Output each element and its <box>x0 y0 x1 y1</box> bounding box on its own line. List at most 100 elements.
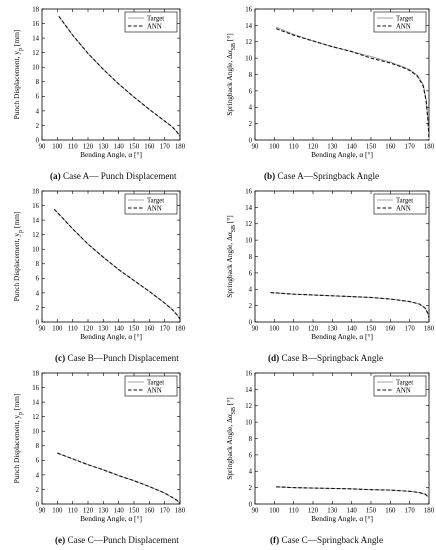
x-tick-label: 110 <box>289 144 300 151</box>
y-tick-label: 16 <box>32 385 39 392</box>
x-tick-label: 110 <box>68 144 79 151</box>
x-tick-label: 160 <box>144 508 155 515</box>
x-tick-label: 130 <box>327 326 338 333</box>
y-tick-label: 12 <box>245 39 252 46</box>
x-tick-label: 180 <box>424 508 435 515</box>
y-tick-label: 6 <box>36 94 40 101</box>
y-tick-label: 10 <box>32 247 39 254</box>
x-tick-label: 140 <box>347 508 358 515</box>
caption-text: Case C—Springback Angle <box>281 535 384 545</box>
x-tick-label: 110 <box>289 508 300 515</box>
y-tick-label: 16 <box>245 370 252 377</box>
x-tick-label: 180 <box>175 144 186 151</box>
y-tick-label: 4 <box>249 287 253 294</box>
legend-label: ANN <box>147 24 162 31</box>
y-tick-label: 12 <box>32 50 39 57</box>
y-tick-label: 6 <box>36 458 40 465</box>
x-tick-label: 90 <box>39 508 46 515</box>
y-tick-label: 18 <box>32 370 39 377</box>
y-axis-label: Springback Angle, ΔαSB [°] <box>225 33 237 116</box>
x-axis-label: Bending Angle, α [°] <box>311 332 373 341</box>
x-tick-label: 110 <box>289 326 300 333</box>
chart-panel: 90 100 110 120 130 140 150 160 170 180 0 2 4 6 8 10 12 14… <box>12 6 186 159</box>
y-tick-label: 4 <box>36 290 40 297</box>
x-axis-label: Bending Angle, α [°] <box>311 150 373 159</box>
series-line-target <box>276 26 430 141</box>
plot-frame <box>41 190 181 323</box>
x-tick-label: 120 <box>308 508 319 515</box>
legend-label: Target <box>147 380 164 387</box>
x-tick-label: 150 <box>129 144 140 151</box>
y-axis-label: Punch Displacement, yp [mm] <box>12 394 24 484</box>
y-tick-label: 8 <box>249 436 253 443</box>
series-line-ann <box>53 208 181 320</box>
y-tick-label: 8 <box>36 261 40 268</box>
y-tick-label: 6 <box>36 276 40 283</box>
x-tick-label: 90 <box>252 144 259 151</box>
y-tick-label: 4 <box>36 472 40 479</box>
x-tick-label: 150 <box>366 326 377 333</box>
x-axis-label: Bending Angle, α [°] <box>80 332 142 341</box>
x-tick-label: 130 <box>327 508 338 515</box>
x-tick-label: 170 <box>160 508 171 515</box>
x-tick-label: 100 <box>269 326 280 333</box>
x-tick-label: 170 <box>160 144 171 151</box>
y-tick-label: 18 <box>32 188 39 195</box>
y-axis-label: Punch Displacement, yp [mm] <box>12 30 24 120</box>
x-tick-label: 90 <box>252 508 259 515</box>
y-tick-label: 4 <box>249 469 253 476</box>
y-tick-label: 10 <box>32 65 39 72</box>
series-line-ann <box>276 28 430 141</box>
x-tick-label: 160 <box>385 144 396 151</box>
y-tick-label: 2 <box>36 487 40 494</box>
y-tick-label: 12 <box>245 221 252 228</box>
y-tick-label: 0 <box>249 137 253 144</box>
x-tick-label: 140 <box>114 144 125 151</box>
chart-panel: 90 100 110 120 130 140 150 160 170 180 0 2 4 6 8 10 12 14… <box>225 370 435 523</box>
x-tick-label: 100 <box>52 508 63 515</box>
x-tick-label: 170 <box>405 144 416 151</box>
x-tick-label: 160 <box>385 326 396 333</box>
caption-f: (f) Case C—Springback Angle <box>270 535 383 545</box>
legend-label: Target <box>396 198 413 205</box>
chart-panel: 90 100 110 120 130 140 150 160 170 180 0 2 4 6 8 10 12 14… <box>225 188 435 341</box>
x-tick-label: 110 <box>68 508 79 515</box>
caption-label: (b) <box>264 171 276 181</box>
x-tick-label: 120 <box>83 326 94 333</box>
y-tick-label: 16 <box>245 6 252 13</box>
y-tick-label: 2 <box>249 303 253 310</box>
legend-box <box>373 193 427 215</box>
x-tick-label: 100 <box>269 508 280 515</box>
legend-box <box>124 193 178 215</box>
y-tick-label: 10 <box>32 429 39 436</box>
x-tick-label: 170 <box>160 326 171 333</box>
y-tick-label: 0 <box>36 319 40 326</box>
x-tick-label: 140 <box>347 326 358 333</box>
legend-box <box>373 375 427 397</box>
x-tick-label: 180 <box>175 508 186 515</box>
x-tick-label: 90 <box>39 144 46 151</box>
y-tick-label: 14 <box>32 36 39 43</box>
legend-label: Target <box>147 16 164 23</box>
x-tick-label: 120 <box>83 508 94 515</box>
y-tick-label: 10 <box>245 238 252 245</box>
legend-label: Target <box>396 380 413 387</box>
caption-a: (a) Case A— Punch Displacement <box>50 171 177 181</box>
x-tick-label: 100 <box>52 144 63 151</box>
x-tick-label: 140 <box>347 144 358 151</box>
legend-box <box>373 11 427 33</box>
x-axis-label: Bending Angle, α [°] <box>80 514 142 523</box>
x-tick-label: 180 <box>424 326 435 333</box>
caption-b: (b) Case A—Springback Angle <box>264 171 379 181</box>
chart-panel: 90 100 110 120 130 140 150 160 170 180 0 2 4 6 8 10 12 14… <box>12 370 186 523</box>
y-tick-label: 16 <box>32 21 39 28</box>
x-tick-label: 110 <box>68 326 79 333</box>
y-axis-label: Springback Angle, ΔαSB [°] <box>225 215 237 298</box>
y-axis-label: Springback Angle, ΔαSB [°] <box>225 397 237 480</box>
x-tick-label: 130 <box>98 326 109 333</box>
x-tick-label: 90 <box>252 326 259 333</box>
x-tick-label: 100 <box>52 326 63 333</box>
y-tick-label: 14 <box>32 400 39 407</box>
x-tick-label: 130 <box>98 508 109 515</box>
caption-text: Case A—Springback Angle <box>277 171 380 181</box>
